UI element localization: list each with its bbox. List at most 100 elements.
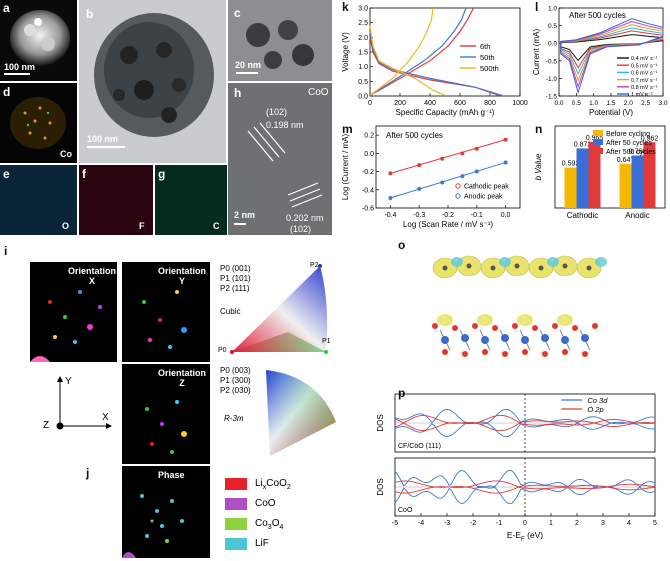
phase-map-title: Phase [158, 470, 185, 480]
x-tick-label: 0.0 [554, 100, 563, 107]
ipf-cubic: P0 (001) P1 (101) P2 (111) Cubic P0 P1 P… [218, 262, 336, 362]
orientation-z-label: Orientation Z [158, 368, 207, 388]
legend-label-6th: 6th [480, 42, 490, 51]
y-tick-label: 2.5 [358, 20, 368, 27]
point-0-3 [460, 151, 465, 156]
bar-value-1-2: 0.962 [641, 135, 659, 142]
series-500th-charge [369, 7, 434, 96]
x-tick-label: -1 [496, 520, 502, 527]
legend-label-0: 0.4 mV s⁻¹ [631, 56, 658, 62]
y-axis-label: Log (Current / mA) [341, 134, 350, 201]
dos-label-bottom: CoO [398, 507, 413, 514]
legend-label-2: After 500 cycles [606, 149, 656, 156]
cubic-pole-0: P0 (001) [220, 264, 251, 273]
panel-letter-e: e [3, 167, 10, 181]
haadf-particle [4, 10, 70, 75]
phase-map: Phase [122, 466, 210, 558]
x-tick-label: 0.5 [572, 100, 581, 107]
element-label-f: F [139, 221, 145, 231]
y-tick-label: -0.5 [546, 58, 558, 65]
phase-map-grains [122, 494, 184, 558]
y-tick-label: -0.2 [362, 169, 374, 176]
x-axis-label: Potential (V) [589, 108, 633, 117]
y-axis-label: Voltage (V) [341, 32, 350, 72]
tem-particle-b [87, 13, 214, 148]
orientation-map-z-grains [145, 400, 187, 454]
dos-bottom-co3d-up [394, 469, 656, 488]
hex-label: R-3m [224, 414, 244, 423]
legend-swatch-2 [593, 148, 603, 154]
x-tick-label: 3 [601, 520, 605, 527]
legend-label-1: After 50 cycles [606, 140, 652, 147]
panel-letter-o: o [398, 238, 406, 252]
x-tick-label: -5 [392, 520, 398, 527]
plane-label-1: (102) [266, 107, 288, 117]
point-1-4 [474, 169, 479, 174]
legend-marker-1 [455, 193, 461, 199]
dos-top-o2p-up [394, 414, 656, 424]
dos-top-co3d-down [394, 422, 656, 438]
x-tick-label: -0.1 [471, 212, 483, 219]
y-tick-label: 1.0 [358, 64, 368, 71]
y-tick-label: 0.0 [548, 41, 557, 48]
y-tick-label: 0.5 [358, 79, 368, 86]
bar-value-1-0: 0.647 [617, 157, 635, 164]
legend-label-2: 0.6 mV s⁻¹ [631, 71, 658, 77]
x-tick-label: -3 [444, 520, 450, 527]
axes-triad: Y X Z [40, 374, 120, 444]
charge-density-model [425, 240, 615, 380]
y-tick-label: -0.6 [362, 206, 374, 213]
dos-bottom-o2p-down [394, 486, 656, 494]
legend-label-4: 0.8 mV s⁻¹ [631, 85, 658, 91]
x-axis-label: Specific Capacity (mAh g⁻¹) [396, 108, 495, 117]
category-label-0: Cathodic [567, 211, 599, 220]
legend-label-500th: 500th [480, 64, 499, 73]
axes-triad-arrows [56, 376, 112, 430]
panel-letter-m: m [342, 122, 353, 136]
x-tick-label: -4 [418, 520, 424, 527]
tem-image-c: c 20 nm [228, 0, 332, 81]
y-tick-label: 0.0 [358, 94, 368, 101]
point-1-1 [417, 186, 422, 191]
eds-map-f: f F [79, 165, 153, 235]
chart-l-cv: 0.0 0.5 1.0 1.5 2.0 2.5 3.0 -1.5 -1.0 -0.5 0.0 0.5 1… [533, 6, 668, 118]
y-tick-label: 0.5 [548, 23, 557, 30]
x-tick-label: 1 [549, 520, 553, 527]
y-tick-label: -1.0 [546, 76, 558, 83]
orientation-map-x-grains [30, 290, 102, 362]
legend-label-3: 0.7 mV s⁻¹ [631, 78, 658, 84]
panel-letter-a: a [3, 1, 10, 15]
ipf-hex-fan [266, 370, 336, 456]
y-axis-label-bottom: DOS [376, 478, 385, 495]
cubic-vertex-p1: P1 [322, 338, 331, 345]
y-axis-label: Current (mA) [533, 29, 541, 76]
chart-k-voltage-capacity: 0 200 400 600 800 1000 0.0 0.5 1.0 1.5 2.0 2.5 3.0 Sp… [341, 6, 528, 118]
panel-letter-j: j [86, 466, 90, 480]
x-tick-label: 5 [653, 520, 657, 527]
y-tick-label: 2.0 [358, 35, 368, 42]
hrtem-lattice [234, 122, 323, 225]
orientation-map-y: Orientation Y [122, 262, 210, 362]
y-tick-label: -0.4 [362, 187, 374, 194]
cv-curve-5 [560, 18, 664, 95]
cubic-label: Cubic [220, 307, 241, 316]
phase-label-coo: CoO [308, 87, 329, 98]
x-tick-label: 1.0 [589, 100, 598, 107]
series-50th-discharge [369, 31, 503, 96]
legend-label-1: O 2p [587, 405, 603, 414]
y-axis-label-top: DOS [376, 414, 385, 431]
y-tick-label: 1.0 [548, 6, 557, 13]
point-0-2 [440, 156, 445, 161]
x-tick-label: 200 [394, 100, 406, 107]
spacing-label-1: 0.198 nm [266, 120, 304, 130]
y-axis-label: b Value [534, 153, 543, 180]
panel-letter-b: b [86, 7, 94, 21]
ipf-hexagonal: P0 (003) P1 (300) P2 (030) R-3m [218, 364, 336, 464]
cubic-pole-1: P1 (101) [220, 274, 251, 283]
dos-bottom-co3d-down [394, 486, 656, 505]
bar-value-0-1: 0.872 [574, 141, 592, 148]
element-label-co: Co [60, 149, 72, 159]
bar-value-1-1: 0.768 [629, 149, 647, 156]
x-axis-label: E-EF (eV) [507, 530, 543, 543]
